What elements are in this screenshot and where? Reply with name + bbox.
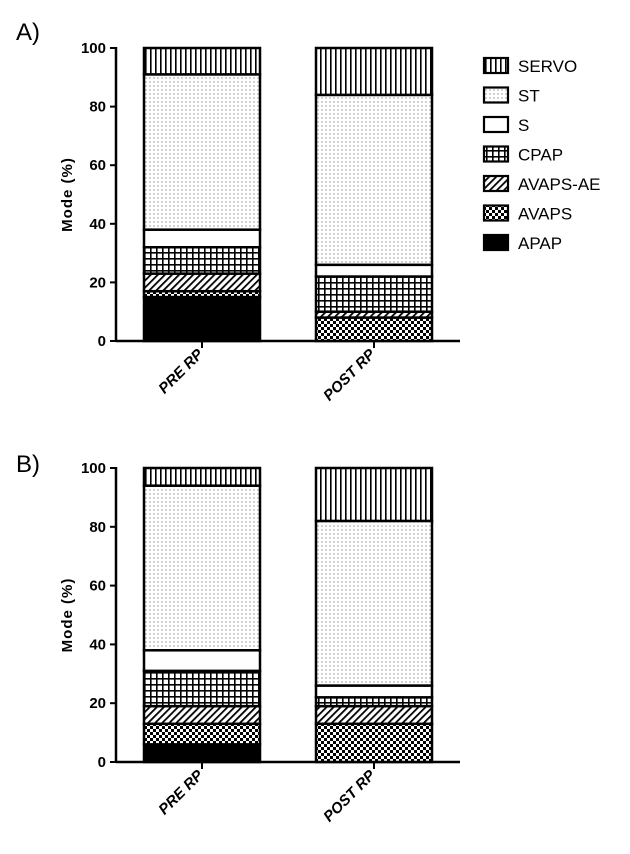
bar-segment-avaps-post-rp: [314, 722, 434, 764]
y-tick-label: 20: [89, 695, 106, 712]
chart-panel-b: B) 0 20 40 60 80 100 Mode (%) PRE RP POST RP: [16, 451, 460, 825]
bar-segment-avaps-post-rp: [314, 316, 434, 343]
panel-label: B): [16, 451, 40, 478]
bar-segment-servo-pre-rp: [142, 46, 262, 76]
bar-segment-st-post-rp: [314, 519, 434, 687]
legend-swatch-apap: [482, 233, 510, 252]
bar-segment-st-pre-rp: [142, 484, 262, 652]
bar-segment-cpap-pre-rp: [142, 669, 262, 708]
y-tick-label: 0: [98, 754, 106, 771]
bar-segment-servo-post-rp: [314, 46, 434, 97]
y-tick-label: 40: [89, 636, 106, 653]
legend-label-avaps-ae: AVAPS-AE: [518, 175, 601, 194]
legend-swatch-avaps: [482, 204, 510, 222]
bar-segment-cpap-post-rp: [314, 275, 434, 313]
bar-segment-avaps-ae-post-rp: [314, 704, 434, 726]
y-tick-label: 40: [89, 216, 106, 233]
bar-segment-s-pre-rp: [142, 649, 262, 673]
legend-label-cpap: CPAP: [518, 146, 563, 165]
bar-segment-servo-pre-rp: [142, 466, 262, 487]
y-tick-label: 80: [89, 99, 106, 116]
bar-segment-avaps-ae-pre-rp: [142, 272, 262, 293]
y-tick-label: 60: [89, 157, 106, 174]
bar-segment-s-pre-rp: [142, 228, 262, 249]
y-axis-label: Mode (%): [59, 157, 76, 232]
legend-label-s: S: [518, 116, 529, 135]
y-tick-label: 100: [81, 460, 106, 477]
x-tick-label-pre-rp: PRE RP: [155, 345, 207, 397]
y-tick-label: 80: [89, 519, 106, 536]
y-tick-label: 20: [89, 274, 106, 291]
legend-label-st: ST: [518, 87, 540, 106]
x-tick-label-pre-rp: PRE RP: [155, 766, 207, 818]
y-tick-label: 100: [81, 40, 106, 57]
bar-segment-s-post-rp: [314, 684, 434, 699]
y-tick-label: 60: [89, 578, 106, 595]
legend-swatch-avaps-ae: [482, 174, 510, 193]
bar-segment-cpap-pre-rp: [142, 245, 262, 275]
x-tick-label-post-rp: POST RP: [320, 345, 379, 404]
bar-segment-avaps-pre-rp: [142, 722, 262, 746]
legend-swatch-st: [482, 86, 510, 104]
bar-segment-st-pre-rp: [142, 73, 262, 231]
bar-segment-apap-pre-rp: [142, 743, 262, 764]
legend-label-avaps: AVAPS: [518, 205, 572, 224]
bar-segment-apap-pre-rp: [142, 295, 262, 343]
bar-segment-cpap-post-rp: [314, 696, 434, 708]
legend-label-servo: SERVO: [518, 57, 577, 76]
y-axis-label: Mode (%): [59, 578, 76, 653]
bar-segment-st-post-rp: [314, 93, 434, 267]
chart-legend: SERVO ST S CPAP AVAPS-AE AVAPS APAP: [482, 56, 601, 253]
bar-segment-s-post-rp: [314, 263, 434, 278]
legend-swatch-servo: [482, 56, 510, 75]
x-tick-label-post-rp: POST RP: [320, 766, 379, 825]
bar-segment-avaps-ae-pre-rp: [142, 704, 262, 726]
legend-swatch-s: [482, 115, 510, 134]
bar-segment-servo-post-rp: [314, 466, 434, 523]
legend-swatch-cpap: [482, 145, 510, 163]
panel-label: A): [16, 19, 40, 46]
chart-panel-a: A) 0 20 40 60 80 100 Mode (%) PRE RP POST RP: [16, 19, 460, 404]
y-tick-label: 0: [98, 333, 106, 350]
legend-label-apap: APAP: [518, 234, 562, 253]
